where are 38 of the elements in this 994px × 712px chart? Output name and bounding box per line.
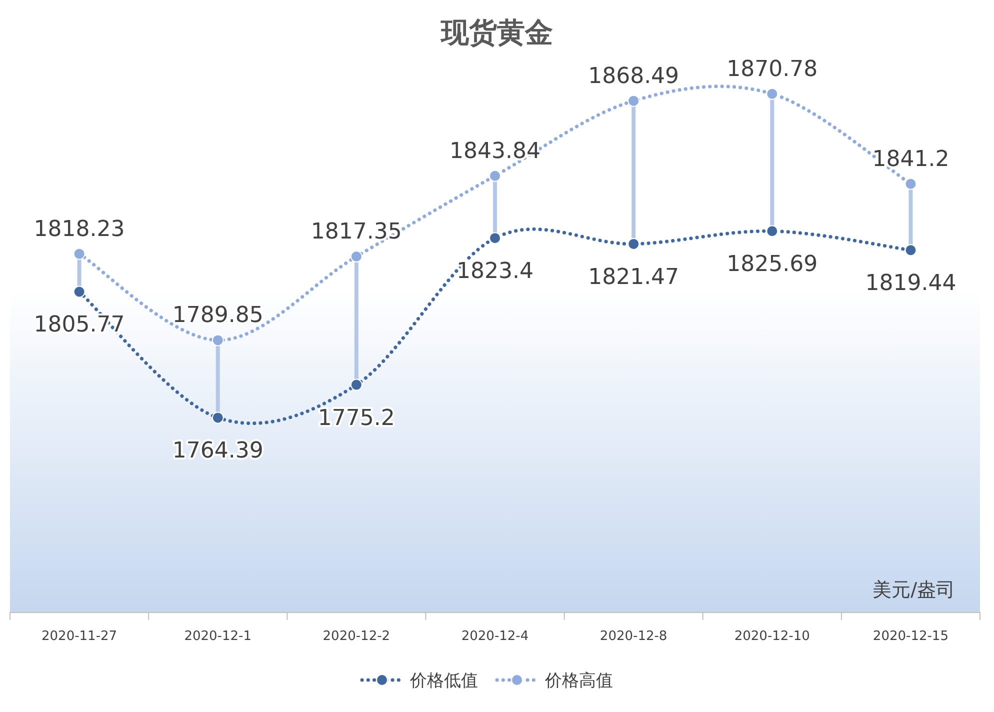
point: [350, 250, 362, 262]
data-label: 1817.35: [310, 219, 402, 244]
point: [73, 286, 86, 298]
data-label: 1841.2: [872, 146, 950, 172]
data-label: 1818.23: [34, 216, 125, 242]
point: [212, 412, 224, 424]
legend-label: 价格高值: [544, 671, 613, 691]
point: [766, 225, 778, 238]
point: [350, 378, 362, 391]
data-label: 1789.85: [172, 303, 264, 328]
point: [489, 170, 501, 182]
data-label: 1825.69: [726, 252, 818, 278]
data-label: 1823.4: [456, 259, 534, 284]
x-tick-label: 2020-12-2: [322, 629, 390, 644]
x-tick-label: 2020-12-10: [734, 629, 810, 644]
x-tick-label: 2020-11-27: [42, 629, 118, 644]
legend-label: 价格低值: [409, 671, 478, 691]
data-label: 1821.47: [588, 264, 680, 290]
point: [489, 232, 501, 244]
x-tick-label: 2020-12-4: [461, 629, 529, 644]
data-label: 1775.2: [318, 406, 395, 431]
data-label: 1868.49: [588, 64, 680, 89]
point: [73, 248, 86, 260]
x-tick-label: 2020-12-8: [600, 629, 668, 644]
point: [904, 244, 917, 256]
x-tick-label: 2020-12-15: [872, 629, 948, 644]
data-label: 1870.78: [726, 56, 818, 82]
point: [628, 238, 640, 250]
data-label: 1764.39: [172, 438, 264, 464]
point: [904, 178, 917, 190]
chart-title: 现货黄金: [440, 16, 553, 49]
data-label: 1805.77: [34, 312, 125, 338]
text: 美元/盎司: [872, 579, 955, 601]
data-label: 1819.44: [865, 271, 956, 296]
x-tick-label: 2020-12-1: [184, 629, 252, 644]
point: [212, 334, 224, 346]
point: [766, 88, 778, 100]
point: [628, 94, 640, 107]
